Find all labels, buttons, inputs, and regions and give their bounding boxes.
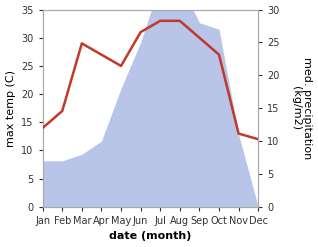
X-axis label: date (month): date (month): [109, 231, 192, 242]
Y-axis label: max temp (C): max temp (C): [5, 70, 16, 147]
Y-axis label: med. precipitation
(kg/m2): med. precipitation (kg/m2): [291, 57, 313, 159]
